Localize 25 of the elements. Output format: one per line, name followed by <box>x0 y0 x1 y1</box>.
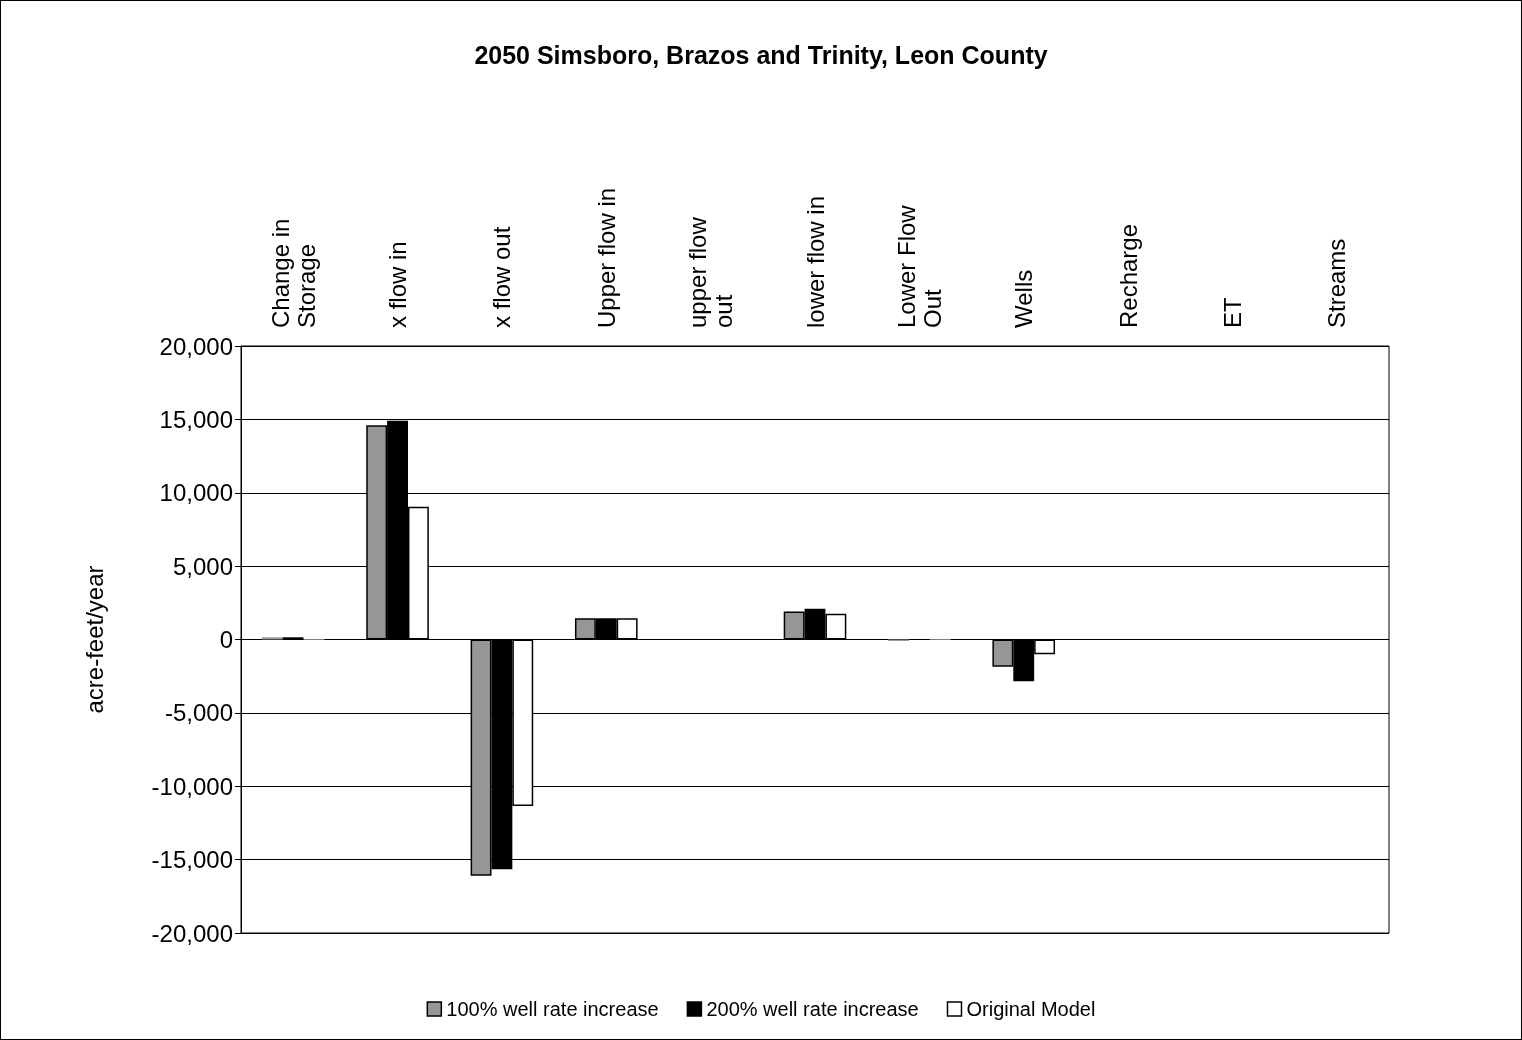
y-tick-label: -5,000 <box>164 699 233 727</box>
x-tick-label: Recharge <box>1114 223 1142 328</box>
y-axis-title: acre-feet/year <box>80 565 108 714</box>
x-tick-label: Wells <box>1010 269 1038 328</box>
chart-title: 2050 Simsboro, Brazos and Trinity, Leon County <box>474 40 1048 69</box>
x-tick-label: Streams <box>1323 238 1351 328</box>
y-tick-label: 15,000 <box>159 405 233 433</box>
legend-label: Original Model <box>966 998 1096 1020</box>
y-tick-label: -10,000 <box>151 772 233 800</box>
x-tick-label: Upper flow in <box>592 187 620 328</box>
x-tick-label: x flow out <box>488 226 516 328</box>
x-tick-label: ET <box>1218 296 1246 328</box>
legend-label: 200% well rate increase <box>706 998 919 1020</box>
y-tick-label: 0 <box>219 626 233 653</box>
y-tick-label: -20,000 <box>151 919 233 947</box>
x-tick-label: Lower Flow Out <box>892 198 946 328</box>
x-tick-label: Change in Storage <box>266 211 320 328</box>
y-tick-label: -15,000 <box>151 846 233 874</box>
x-tick-label: upper flow out <box>684 210 738 328</box>
legend-label: 100% well rate increase <box>446 998 659 1020</box>
x-tick-label: x flow in <box>384 241 412 328</box>
y-tick-label: 5,000 <box>172 552 233 580</box>
x-tick-label: lower flow in <box>801 195 829 328</box>
y-tick-label: 20,000 <box>159 332 233 360</box>
y-tick-label: 10,000 <box>159 479 233 507</box>
